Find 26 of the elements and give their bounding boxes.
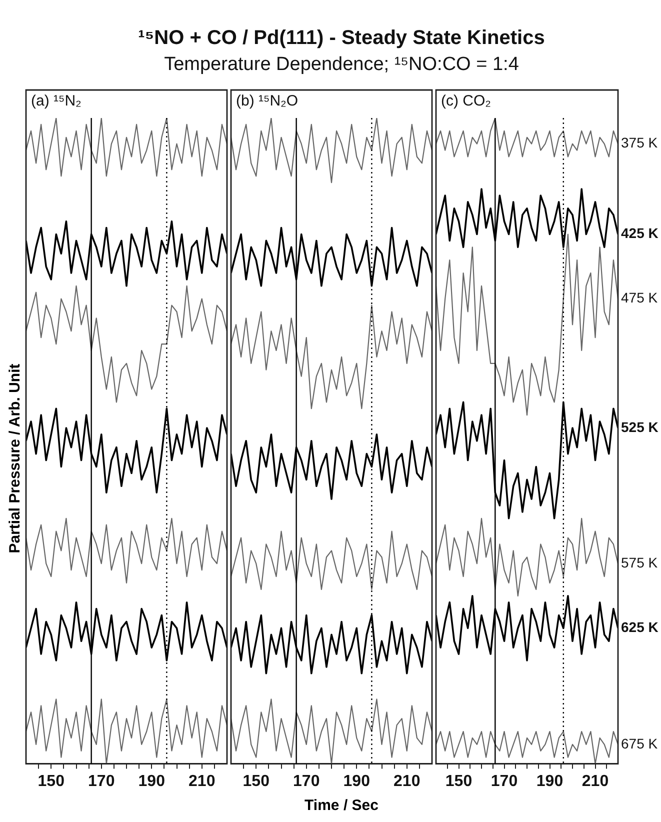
x-tick-label: 150 (242, 772, 270, 790)
x-tick-label: 190 (536, 772, 564, 790)
series-label: 525 K (621, 418, 658, 435)
x-tick-label: 190 (138, 772, 166, 790)
text: Temperature Dependence; ¹⁵NO:CO = 1:4 (163, 53, 520, 77)
x-tick-label: 210 (394, 772, 420, 790)
text: (c) CO₂ (441, 92, 492, 110)
x-tick-label: 190 (343, 772, 370, 790)
text: (a) ¹⁵N₂ (31, 92, 82, 110)
series-label: 575 K (621, 554, 658, 570)
x-tick-label: 210 (188, 772, 216, 790)
x-tick-label: 210 (582, 772, 609, 790)
series-label: 375 K (621, 134, 658, 151)
x-tick-label: 150 (38, 772, 65, 790)
text: (b) ¹⁵N₂O (236, 92, 298, 110)
x-tick-label: 170 (490, 772, 518, 790)
x-tick-label: 150 (445, 772, 472, 790)
y-axis-title: Partial Pressure / Arb. Unit (6, 362, 24, 556)
series-label: 625 K (621, 619, 658, 636)
series-label: 675 K (621, 735, 658, 752)
x-tick-label: 170 (88, 772, 115, 790)
series-label: 475 K (621, 290, 658, 306)
x-tick-label: 170 (293, 772, 320, 790)
series-label: 425 K (621, 225, 658, 242)
x-axis-title: Time / Sec (304, 797, 380, 814)
text: ¹⁵NO + CO / Pd(111) - Steady State Kinetics (137, 26, 546, 51)
